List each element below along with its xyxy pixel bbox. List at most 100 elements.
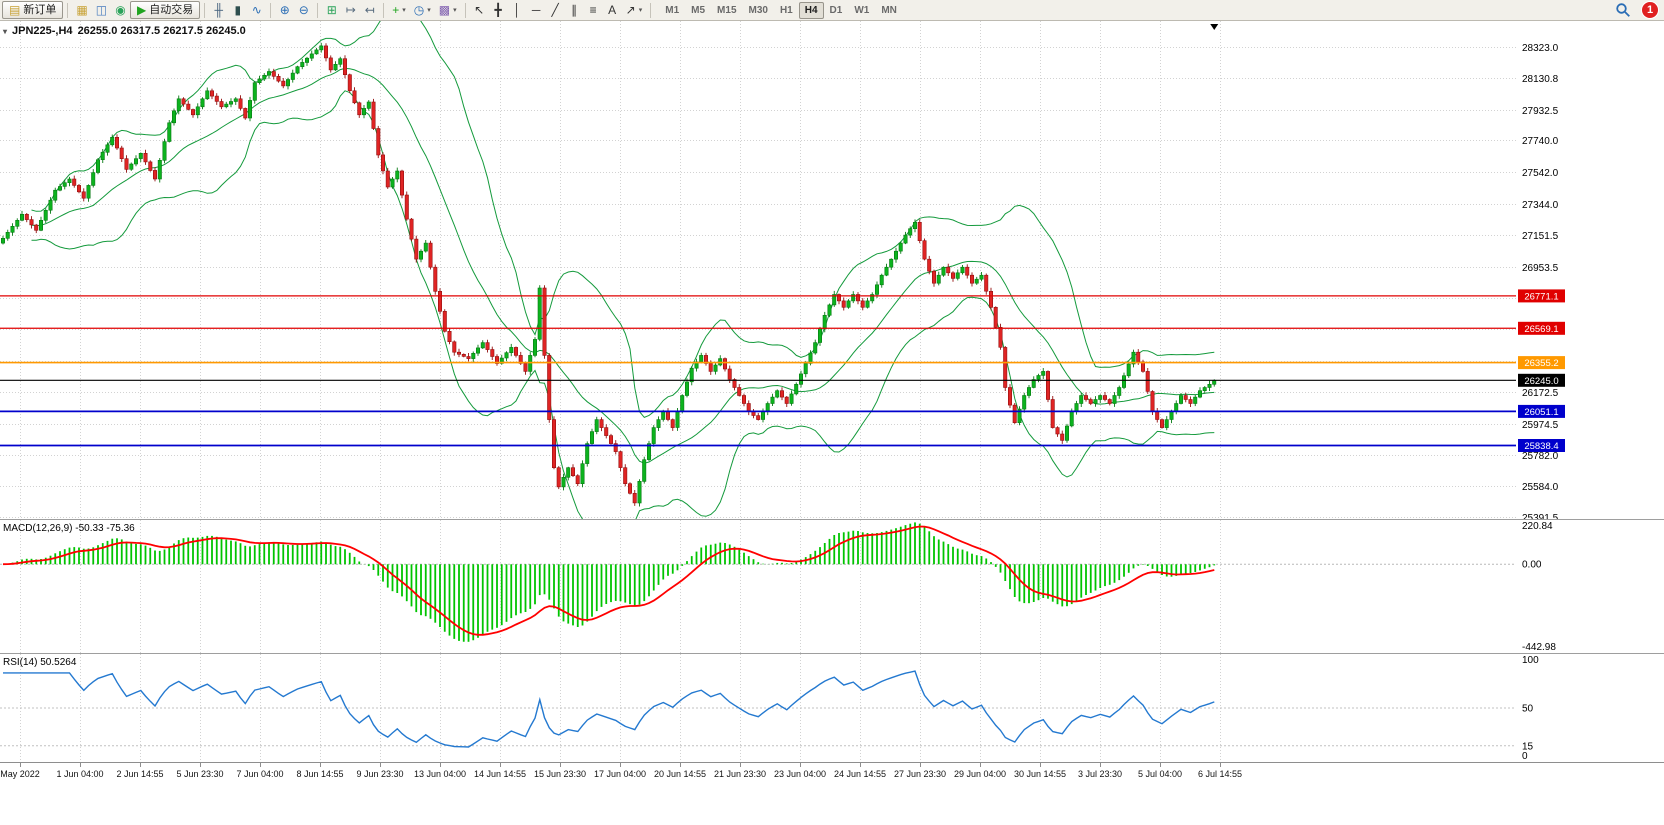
price-axis-label: 28130.8	[1522, 74, 1559, 85]
time-axis-label: 17 Jun 04:00	[593, 769, 647, 779]
macd-panel-canvas[interactable]: 220.84 0.00 -442.98 MACD(12,26,9) -50.33 -7…	[0, 520, 1664, 653]
time-axis-tick	[1160, 763, 1161, 767]
time-axis-tick	[140, 763, 141, 767]
toolbar-chart-shift-button[interactable]: ↤	[360, 1, 379, 19]
chart-title-ohlc: 26255.0 26317.5 26217.5 26245.0	[77, 25, 246, 37]
toolbar-arrows-button[interactable]: ↗ ▾	[622, 1, 647, 19]
timeframe-h4-button[interactable]: H4	[798, 1, 824, 19]
chart-title-symbol: JPN225-,H4	[12, 25, 73, 37]
time-axis[interactable]: May 2022 1 Jun 04:00 2 Jun 14:55 5 Jun 23:3…	[0, 762, 1664, 825]
timeframe-w1-button[interactable]: W1	[854, 4, 870, 16]
price-axis-label: 27740.0	[1522, 136, 1559, 147]
toolbar-trendline-button[interactable]: ╱	[546, 1, 565, 19]
toolbar-periods-button[interactable]: ◷ ▾	[410, 1, 435, 19]
time-axis-tick	[200, 763, 201, 767]
rsi-axis-label: 0	[1522, 751, 1528, 762]
price-axis-label: 25782.0	[1522, 451, 1559, 462]
toolbar-market-watch-button[interactable]: ◉	[111, 1, 130, 19]
time-axis-label: 9 Jun 23:30	[356, 769, 404, 779]
chart-candles-icon: ▮	[234, 3, 242, 17]
toolbar-text-button[interactable]: A	[603, 1, 622, 19]
timeframe-d1-button[interactable]: D1	[829, 4, 843, 16]
timeframe-m1-button[interactable]: M1	[665, 4, 680, 16]
price-axis-label: 26953.5	[1522, 263, 1559, 274]
main-chart-canvas[interactable]: 28323.0 28130.8 27932.5 27740.0 27542.0 27344…	[0, 21, 1664, 519]
chart-title: ▾ JPN225-,H4 26255.0 26317.5 26217.5 262…	[3, 25, 246, 37]
svg-text:26355.2: 26355.2	[1524, 358, 1558, 369]
toolbar-right: 1	[1611, 1, 1662, 19]
toolbar-cursor-button[interactable]: ↖	[470, 1, 489, 19]
time-axis-label: 5 Jun 23:30	[176, 769, 224, 779]
macd-label: MACD(12,26,9) -50.33 -75.36	[3, 523, 135, 534]
rsi-axis-label: 100	[1522, 655, 1539, 666]
svg-text:26771.1: 26771.1	[1524, 291, 1558, 302]
rsi-axis-label: 50	[1522, 704, 1534, 715]
time-axis-label: 7 Jun 04:00	[236, 769, 284, 779]
toolbar-new-chart-button[interactable]: ▦	[72, 1, 91, 19]
macd-axis-label: 0.00	[1522, 560, 1542, 571]
caret-down-icon: ▾	[453, 6, 457, 14]
toolbar-channel-button[interactable]: ∥	[565, 1, 584, 19]
macd-axis-label: 220.84	[1522, 521, 1553, 532]
toolbar-vertical-line-button[interactable]: │	[508, 1, 527, 19]
time-axis-label: 23 Jun 04:00	[773, 769, 827, 779]
macd-axis-labels: 220.84 0.00 -442.98	[1522, 521, 1556, 653]
toolbar-separator	[317, 2, 319, 18]
indicators-icon: +	[392, 3, 400, 17]
toolbar-indicators-button[interactable]: + ▾	[388, 1, 410, 19]
rsi-line	[3, 670, 1215, 748]
toolbar-zoom-in-button[interactable]: ⊕	[275, 1, 294, 19]
toolbar-auto-scroll-button[interactable]: ↦	[341, 1, 360, 19]
timeframe-h1-button[interactable]: H1	[779, 4, 793, 16]
search-button[interactable]	[1611, 1, 1635, 19]
time-axis-label: 6 Jul 14:55	[1197, 769, 1243, 779]
timeframe-m5-button[interactable]: M5	[691, 4, 706, 16]
time-axis-label: 14 Jun 14:55	[473, 769, 527, 779]
toolbar-separator	[650, 2, 652, 18]
chart-bars-icon: ╫	[214, 3, 224, 17]
toolbar-horizontal-line-button[interactable]: ─	[527, 1, 546, 19]
channel-icon: ∥	[571, 3, 578, 17]
price-axis-label: 25391.5	[1522, 513, 1559, 519]
toolbar-zoom-out-button[interactable]: ⊖	[294, 1, 313, 19]
time-axis-tick	[1220, 763, 1221, 767]
price-axis[interactable]	[1516, 21, 1664, 762]
search-icon	[1616, 3, 1630, 17]
level-badge-26051.1: 26051.1	[1518, 404, 1565, 418]
toolbar: ▤ 新订单 ▦ ◫ ◉ ▶ 自动交易 ╫ ▮ ∿ ⊕ ⊖ ⊞ ↦ ↤ + ▾ ◷ ▾ ▩ ▾ ↖ ╋ │ ─ ╱ ∥ ≡ A ↗ ▾ M1 M…	[0, 0, 1664, 21]
trendline-icon: ╱	[551, 3, 559, 17]
timeframe-mn-button[interactable]: MN	[881, 4, 897, 16]
new-chart-icon: ▦	[76, 3, 88, 17]
bollinger-upper-band	[31, 21, 1215, 419]
svg-text:26051.1: 26051.1	[1524, 407, 1558, 418]
price-gridlines	[0, 47, 1516, 518]
price-axis-label: 27932.5	[1522, 106, 1559, 117]
toolbar-templates-button[interactable]: ▩ ▾	[435, 1, 461, 19]
timeframe-m15-button[interactable]: M15	[717, 4, 737, 16]
toolbar-fibonacci-button[interactable]: ≡	[584, 1, 603, 19]
time-axis-label: 5 Jul 04:00	[1137, 769, 1183, 779]
toolbar-chart-candles-button[interactable]: ▮	[228, 1, 247, 19]
panel-splitter-rsi[interactable]	[0, 653, 1664, 654]
chart-line-icon: ∿	[251, 3, 262, 17]
level-badge-26355.2: 26355.2	[1518, 356, 1565, 370]
time-axis-label: 24 Jun 14:55	[833, 769, 887, 779]
toolbar-chart-line-button[interactable]: ∿	[247, 1, 266, 19]
toolbar-profiles-button[interactable]: ◫	[92, 1, 111, 19]
time-axis-tick	[560, 763, 561, 767]
auto-trading-icon: ▶	[137, 3, 147, 17]
toolbar-auto-trading-button[interactable]: ▶ 自动交易	[130, 1, 201, 19]
chevron-down-icon[interactable]: ▾	[3, 26, 8, 36]
toolbar-new-order-button[interactable]: ▤ 新订单	[2, 1, 64, 19]
horizontal-line-icon: ─	[531, 3, 541, 17]
chart-shift-icon: ↤	[364, 3, 375, 17]
toolbar-crosshair-button[interactable]: ╋	[489, 1, 508, 19]
timeframe-m30-button[interactable]: M30	[748, 4, 768, 16]
notification-badge[interactable]: 1	[1642, 2, 1658, 18]
panel-splitter-macd[interactable]	[0, 519, 1664, 520]
toolbar-chart-bars-button[interactable]: ╫	[209, 1, 228, 19]
level-badge-26245.0: 26245.0	[1518, 373, 1565, 387]
macd-signal-line	[2, 525, 1215, 636]
toolbar-tile-windows-button[interactable]: ⊞	[322, 1, 341, 19]
rsi-panel-canvas[interactable]: 100 50 150 RSI(14) 50.5264	[0, 654, 1664, 762]
